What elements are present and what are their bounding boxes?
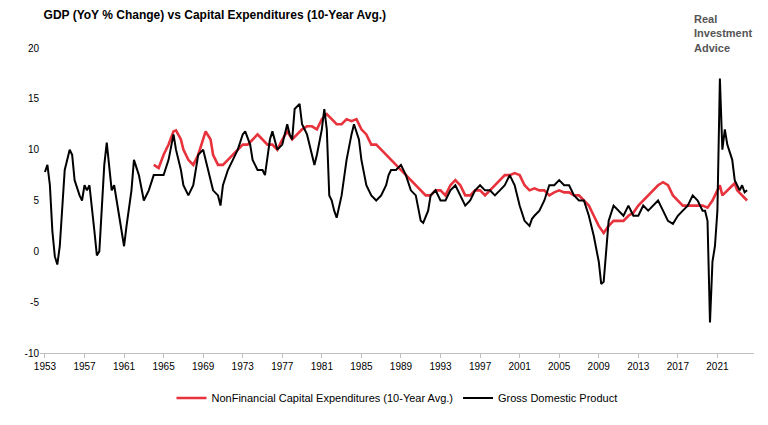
svg-text:2001: 2001 — [509, 361, 532, 372]
svg-text:1965: 1965 — [152, 361, 175, 372]
svg-text:10: 10 — [28, 144, 40, 155]
svg-text:5: 5 — [33, 195, 39, 206]
svg-text:2005: 2005 — [548, 361, 571, 372]
svg-text:1997: 1997 — [469, 361, 492, 372]
svg-text:1957: 1957 — [73, 361, 96, 372]
svg-text:1993: 1993 — [429, 361, 452, 372]
svg-text:2021: 2021 — [706, 361, 729, 372]
svg-text:1961: 1961 — [113, 361, 136, 372]
svg-text:1973: 1973 — [232, 361, 255, 372]
svg-text:-10: -10 — [25, 348, 40, 359]
svg-text:0: 0 — [33, 246, 39, 257]
svg-text:1985: 1985 — [350, 361, 373, 372]
svg-text:Gross Domestic Product: Gross Domestic Product — [498, 392, 617, 404]
svg-text:1981: 1981 — [311, 361, 334, 372]
svg-text:20: 20 — [28, 43, 40, 54]
svg-text:RealInvestmentAdvice: RealInvestmentAdvice — [694, 13, 752, 54]
svg-text:2013: 2013 — [627, 361, 650, 372]
svg-text:1977: 1977 — [271, 361, 294, 372]
svg-text:-5: -5 — [30, 297, 39, 308]
svg-text:GDP (YoY % Change) vs Capital: GDP (YoY % Change) vs Capital Expenditur… — [44, 8, 387, 22]
svg-text:2009: 2009 — [588, 361, 611, 372]
svg-text:1969: 1969 — [192, 361, 215, 372]
svg-text:NonFinancial Capital Expenditu: NonFinancial Capital Expenditures (10-Ye… — [212, 392, 454, 404]
svg-text:1989: 1989 — [390, 361, 413, 372]
svg-text:15: 15 — [28, 93, 40, 104]
svg-text:2017: 2017 — [667, 361, 690, 372]
svg-text:1953: 1953 — [34, 361, 57, 372]
